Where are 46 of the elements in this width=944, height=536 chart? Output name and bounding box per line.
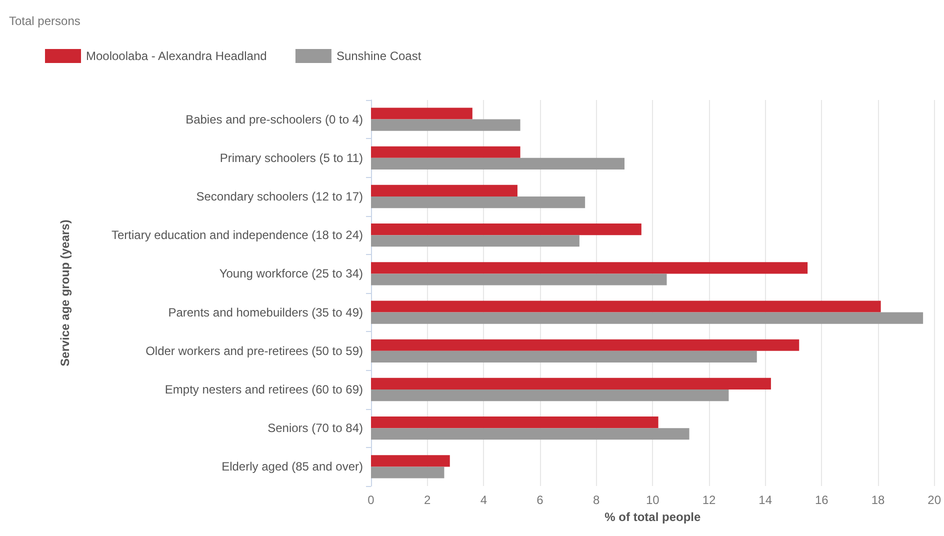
x-tick-label: 6 (536, 493, 544, 507)
bar (371, 455, 450, 467)
y-tick-label: Seniors (70 to 84) (268, 421, 363, 436)
x-tick-label: 0 (368, 493, 375, 507)
bar (371, 350, 757, 362)
y-tick-label: Secondary schoolers (12 to 17) (196, 190, 363, 204)
bar (371, 119, 520, 131)
x-tick-label: 14 (758, 493, 772, 507)
y-tick-label: Elderly aged (85 and over) (222, 460, 363, 474)
x-tick-label: 16 (814, 493, 829, 507)
bar (371, 196, 586, 208)
legend-label: Mooloolaba - Alexandra Headland (86, 49, 267, 63)
bar (371, 158, 624, 170)
y-tick-label: Older workers and pre-retirees (50 to 59) (146, 344, 363, 358)
x-tick-label: 18 (871, 493, 885, 507)
bar (371, 235, 580, 247)
x-tick-label: 2 (424, 493, 431, 507)
text: Total persons (9, 14, 80, 28)
bar (371, 390, 729, 402)
x-tick-label: 12 (702, 493, 716, 507)
bar (371, 416, 658, 428)
bar (371, 224, 642, 236)
x-tick-label: 20 (928, 493, 942, 507)
bar (371, 262, 808, 274)
x-tick-label: 8 (592, 493, 600, 507)
y-axis-title: Service age group (years) (58, 220, 72, 366)
bar (371, 184, 518, 196)
y-tick-label: Parents and homebuilders (35 to 49) (168, 305, 363, 320)
y-tick-label: Babies and pre-schoolers (0 to 4) (186, 112, 363, 126)
bar (371, 300, 881, 312)
bar (371, 378, 771, 390)
y-tick-label: Primary schoolers (5 to 11) (220, 150, 364, 165)
y-tick-label: Tertiary education and independence (18 to 24) (111, 228, 363, 242)
x-axis-title: % of total people (604, 510, 701, 524)
bar (371, 466, 444, 478)
bar (371, 428, 690, 440)
y-tick-label: Young workforce (25 to 34) (219, 266, 363, 281)
legend-label: Sunshine Coast (336, 49, 422, 63)
bar (371, 146, 520, 158)
bar (371, 339, 800, 351)
x-tick-label: 10 (646, 493, 660, 507)
bar (371, 108, 472, 120)
x-tick-label: 4 (480, 493, 488, 507)
y-tick-label: Empty nesters and retirees (60 to 69) (164, 382, 364, 396)
bar (371, 312, 924, 324)
bar (371, 274, 667, 286)
